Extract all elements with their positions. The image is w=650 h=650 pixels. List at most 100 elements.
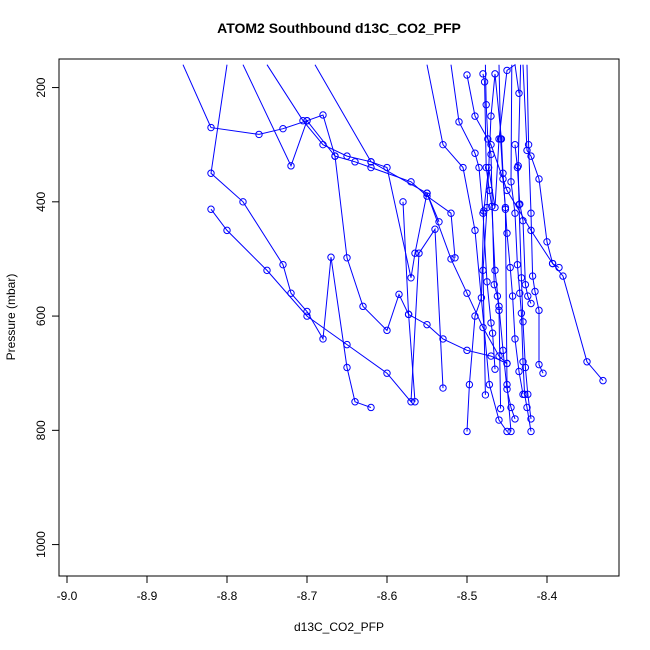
data-point bbox=[480, 78, 489, 86]
plot-frame bbox=[58, 58, 620, 577]
data-point bbox=[508, 292, 517, 300]
series-line bbox=[242, 64, 416, 402]
x-tick-label: -8.7 bbox=[297, 589, 318, 603]
data-point bbox=[491, 365, 499, 373]
series-layer bbox=[182, 63, 607, 436]
data-point bbox=[207, 169, 215, 177]
data-point bbox=[511, 335, 519, 343]
data-point bbox=[483, 278, 491, 286]
data-point bbox=[319, 335, 327, 343]
y-tick-label: 800 bbox=[34, 420, 48, 440]
data-point bbox=[513, 163, 522, 172]
data-point bbox=[399, 198, 407, 206]
x-tick-label: -9.0 bbox=[57, 589, 78, 603]
data-point bbox=[491, 70, 499, 78]
y-tick-label: 1000 bbox=[34, 531, 48, 558]
data-point bbox=[455, 118, 463, 126]
data-point bbox=[496, 404, 505, 413]
series-line bbox=[510, 64, 532, 432]
series-line bbox=[266, 64, 440, 278]
data-point bbox=[481, 391, 490, 399]
data-point bbox=[447, 209, 455, 217]
data-point bbox=[319, 140, 327, 149]
data-point bbox=[459, 163, 467, 172]
series-line bbox=[514, 144, 532, 304]
data-point bbox=[423, 189, 431, 197]
data-point bbox=[559, 272, 567, 280]
data-point bbox=[543, 238, 551, 246]
data-point bbox=[521, 280, 530, 289]
data-point bbox=[351, 398, 359, 406]
data-point bbox=[367, 163, 375, 172]
data-point bbox=[479, 209, 487, 217]
data-point bbox=[407, 398, 415, 406]
data-point bbox=[383, 326, 391, 335]
data-point bbox=[367, 403, 375, 412]
y-axis: 200 400 600 800 1000 bbox=[34, 77, 59, 558]
data-point bbox=[343, 340, 351, 349]
data-point bbox=[463, 346, 471, 355]
data-point bbox=[511, 140, 519, 149]
data-point bbox=[471, 149, 479, 157]
data-point bbox=[519, 216, 527, 225]
data-point bbox=[528, 272, 537, 280]
x-tick-label: -8.6 bbox=[377, 589, 398, 603]
data-point bbox=[501, 203, 510, 212]
data-point bbox=[411, 249, 419, 257]
data-point bbox=[519, 390, 527, 399]
data-point bbox=[451, 254, 459, 262]
data-point bbox=[503, 229, 511, 237]
data-point bbox=[599, 376, 607, 385]
data-point bbox=[503, 427, 511, 436]
data-point bbox=[483, 203, 491, 212]
data-point bbox=[503, 66, 511, 75]
data-point bbox=[524, 292, 532, 300]
data-point bbox=[548, 259, 557, 268]
data-point bbox=[463, 71, 471, 79]
data-point bbox=[299, 116, 307, 125]
data-point bbox=[515, 367, 523, 376]
series-line bbox=[522, 64, 560, 268]
data-point bbox=[496, 135, 505, 143]
data-point bbox=[479, 323, 487, 332]
y-tick-label: 200 bbox=[34, 77, 48, 97]
data-point bbox=[303, 312, 311, 320]
data-point bbox=[327, 253, 335, 261]
series-line bbox=[517, 64, 532, 419]
data-point bbox=[423, 320, 431, 329]
data-point bbox=[527, 299, 535, 308]
data-point bbox=[465, 380, 474, 389]
data-point bbox=[535, 175, 543, 183]
data-point bbox=[439, 384, 447, 392]
data-point bbox=[521, 363, 530, 372]
data-point bbox=[303, 116, 311, 125]
x-tick-label: -8.4 bbox=[537, 589, 558, 603]
series-line bbox=[426, 64, 508, 432]
data-point bbox=[207, 123, 215, 132]
data-point bbox=[439, 335, 447, 343]
data-point bbox=[555, 263, 563, 272]
data-point bbox=[523, 403, 531, 412]
data-point bbox=[515, 200, 523, 209]
data-point bbox=[359, 302, 367, 311]
data-point bbox=[507, 427, 515, 436]
data-point bbox=[516, 200, 524, 208]
data-point bbox=[485, 186, 494, 195]
x-tick-label: -8.9 bbox=[137, 589, 158, 603]
data-point bbox=[279, 260, 287, 269]
data-point bbox=[447, 255, 455, 263]
data-point bbox=[583, 358, 591, 366]
data-point bbox=[507, 403, 515, 412]
data-point bbox=[499, 346, 507, 355]
data-point bbox=[517, 274, 526, 282]
data-point bbox=[471, 312, 479, 320]
chart-title: ATOM2 Southbound d13C_CO2_PFP bbox=[217, 20, 461, 36]
data-point bbox=[487, 352, 495, 360]
x-tick-label: -8.5 bbox=[457, 589, 478, 603]
data-point bbox=[516, 289, 524, 297]
data-point bbox=[484, 135, 492, 143]
data-point bbox=[535, 360, 543, 369]
data-point bbox=[524, 390, 532, 399]
data-point bbox=[479, 70, 487, 78]
